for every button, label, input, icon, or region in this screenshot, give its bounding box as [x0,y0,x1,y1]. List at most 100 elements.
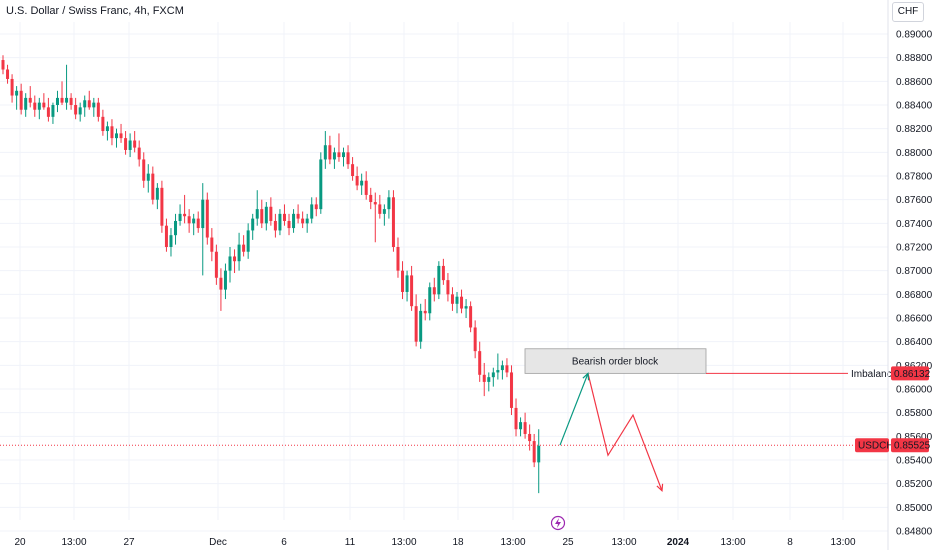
candle-body [505,365,509,373]
y-tick-label: 0.87400 [896,219,932,230]
candle-body [214,251,218,278]
price-tags: 0.86132 USDCHF 0.85525 [855,366,931,453]
y-tick-label: 0.88200 [896,124,932,135]
candle-body [228,256,232,271]
candle-body [115,133,118,139]
candle-body [60,97,64,103]
projection-down-arrow [587,373,663,491]
candle-body [10,78,14,96]
candle-body [83,100,87,108]
candle-body [65,97,69,103]
candle-body [373,202,377,205]
candle-body [55,97,59,105]
candle-body [101,116,105,132]
candle-body [264,206,268,224]
candle-body [528,433,532,442]
candle-body [242,244,246,252]
imbalance-price-tag [891,366,929,381]
candle-body [110,126,114,139]
candle-body [364,180,368,195]
candle-body [292,213,296,229]
candle-body [532,441,536,463]
candle-body [260,209,264,224]
candle-body [360,180,364,186]
y-tick-label: 0.88400 [896,101,932,112]
chart-title: U.S. Dollar / Swiss Franc, 4h, FXCM [6,5,184,17]
candle-body [296,213,300,219]
y-tick-label: 0.84800 [896,527,932,538]
candle-body [382,209,386,214]
candle-body [33,102,37,110]
candle-body [460,296,464,309]
candle-body [223,270,227,290]
candle-body [142,159,146,181]
imbalance-price-tag-text: 0.86132 [894,369,931,380]
candle-body [69,97,73,105]
candle-body [6,69,10,79]
candle-body [187,216,191,224]
y-tick-label: 0.85800 [896,408,932,419]
candle-body [174,220,178,236]
candle-body [233,256,237,262]
y-tick-label: 0.86000 [896,385,932,396]
y-tick-label: 0.86400 [896,337,932,348]
candle-body [37,102,41,110]
candle-body [478,351,482,375]
arrow-head [582,372,590,381]
candle-body [282,213,286,221]
last-price-tag [891,438,929,453]
candle-body [87,100,91,108]
price-axis: 0.89000 0.88800 0.88600 0.88400 0.88200 0.880… [887,0,932,550]
candle-body [410,275,414,307]
candle-body [219,277,223,290]
candle-body [19,90,23,110]
candle-body [432,287,436,295]
y-tick-label: 0.86800 [896,290,932,301]
y-tick-label: 0.87600 [896,195,932,206]
x-tick-label: 13:00 [61,537,86,548]
x-tick-label: 13:00 [500,537,525,548]
candle-body [1,60,5,70]
candle-body [450,294,454,304]
last-price-tag-text: 0.85525 [894,441,931,452]
x-tick-label: 13:00 [611,537,636,548]
candle-body [351,164,355,176]
x-tick-label: 25 [562,537,574,548]
lightning-event-icon[interactable] [550,515,566,531]
candle-body [509,372,513,408]
candle-body [28,97,32,103]
symbol-tag [855,438,889,453]
candle-body [378,204,382,214]
x-tick-label: 13:00 [391,537,416,548]
candle-body [151,173,155,200]
candle-body [423,310,427,314]
candle-body [323,145,327,160]
candle-body [287,220,291,229]
candle-body [183,213,187,217]
x-tick-label: Dec [209,537,227,548]
candle-body [491,372,495,378]
y-tick-label: 0.85000 [896,503,932,514]
candle-body [105,126,109,132]
candle-body [146,173,150,181]
candle-body [337,152,341,158]
candle-body [537,445,541,463]
bearish-order-block-zone[interactable] [524,348,707,374]
candle-body [196,218,200,229]
candle-body [314,204,318,210]
candle-body [500,365,504,371]
candle-body [42,102,46,108]
candle-body [328,145,332,160]
x-tick-label: 20 [14,537,26,548]
y-tick-label: 0.85400 [896,456,932,467]
candle-body [137,147,141,160]
x-tick-label: 2024 [667,537,690,548]
candle-body [369,194,373,203]
currency-selector[interactable]: CHF [892,2,924,22]
candle-body [428,287,432,314]
candle-body [401,270,405,292]
time-axis: 20 13:00 27 Dec 6 11 13:00 18 13:00 25 13:00 2024 13… [14,537,856,548]
candle-body [192,218,196,224]
candle-body [519,422,523,430]
